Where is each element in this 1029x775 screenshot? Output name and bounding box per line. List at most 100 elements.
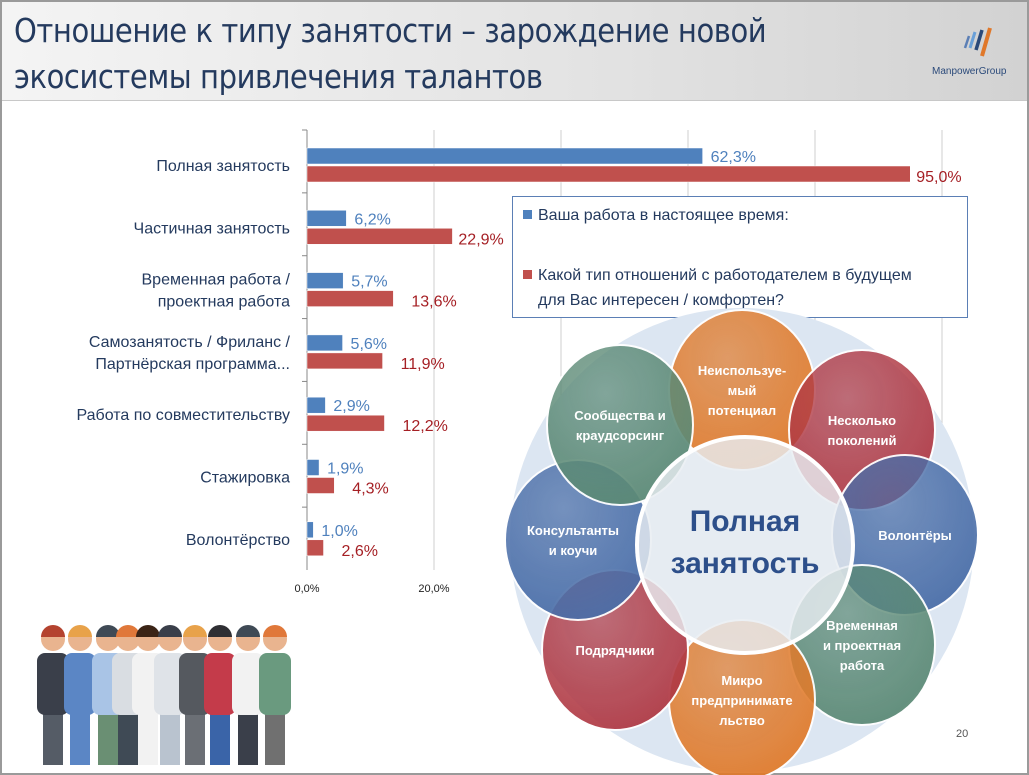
person-legs bbox=[138, 710, 158, 765]
manpowergroup-logo: ManpowerGroup bbox=[932, 24, 1024, 84]
bar-current bbox=[306, 272, 344, 289]
petal-label: льство bbox=[719, 713, 765, 728]
person-torso bbox=[64, 653, 96, 715]
person-hair bbox=[263, 625, 287, 637]
bar-future bbox=[306, 228, 453, 245]
bar-future bbox=[306, 414, 385, 432]
petal-label: работа bbox=[840, 658, 885, 673]
person-torso bbox=[204, 653, 236, 715]
person-legs bbox=[185, 710, 205, 765]
category-label: Частичная занятость bbox=[134, 220, 290, 237]
slide-header: Отношение к типу занятости – зарождение … bbox=[2, 2, 1027, 101]
person-hair bbox=[136, 625, 160, 637]
category-label: Партнёрская программа... bbox=[95, 356, 290, 373]
bar-future bbox=[306, 477, 335, 494]
petal-circle bbox=[546, 344, 694, 506]
data-label: 1,9% bbox=[327, 461, 363, 478]
petal-label: Сообщества и bbox=[574, 408, 666, 423]
category-label: Временная работа / bbox=[142, 272, 291, 289]
data-label: 5,6% bbox=[351, 336, 387, 353]
x-tick-label: 0,0% bbox=[294, 583, 319, 595]
bar-future bbox=[306, 352, 383, 370]
bar-current bbox=[306, 521, 314, 539]
person-legs bbox=[70, 710, 90, 765]
center-circle bbox=[635, 435, 855, 655]
petal-label: Консультанты bbox=[527, 523, 619, 538]
person-hair bbox=[96, 625, 120, 637]
person-torso bbox=[37, 653, 69, 715]
petal-label: потенциал bbox=[708, 403, 776, 418]
logo-mark-icon bbox=[963, 27, 992, 57]
legend-item-current: Ваша работа в настоящее время: bbox=[523, 203, 789, 228]
category-label: Полная занятость bbox=[156, 158, 290, 175]
legend-label: Какой тип отношений с работодателем в бу… bbox=[538, 267, 912, 284]
legend-label: для Вас интересен / комфортен? bbox=[538, 292, 784, 309]
person-hair bbox=[41, 625, 65, 637]
petal-label: предпринимате bbox=[691, 693, 792, 708]
person-hair bbox=[183, 625, 207, 637]
data-label: 2,6% bbox=[342, 543, 378, 560]
bar-current bbox=[306, 459, 320, 476]
category-label: Стажировка bbox=[200, 470, 290, 487]
data-label: 22,9% bbox=[458, 231, 503, 248]
data-label: 6,2% bbox=[354, 211, 390, 228]
bar-future bbox=[306, 290, 394, 307]
person-hair bbox=[236, 625, 260, 637]
data-label: 62,3% bbox=[711, 149, 756, 166]
petal-label: Временная bbox=[826, 618, 898, 633]
petal-label: и проектная bbox=[823, 638, 901, 653]
chart-legend: Ваша работа в настоящее время: Какой тип… bbox=[512, 196, 968, 318]
bar-current bbox=[306, 396, 326, 414]
bar-future bbox=[306, 165, 911, 183]
data-label: 2,9% bbox=[333, 398, 369, 415]
bar-current bbox=[306, 334, 343, 352]
person-legs bbox=[98, 710, 118, 765]
petal-label: Неиспользуе- bbox=[698, 363, 786, 378]
person-torso bbox=[232, 653, 264, 715]
person-torso bbox=[179, 653, 211, 715]
petal-label: Подрядчики bbox=[575, 643, 654, 658]
x-tick-label: 20,0% bbox=[418, 583, 449, 595]
petal-label: краудсорсинг bbox=[576, 428, 665, 443]
petal-label: Волонтёры bbox=[878, 528, 952, 543]
petal-label: Несколько bbox=[828, 413, 896, 428]
data-label: 1,0% bbox=[321, 523, 357, 540]
data-label: 11,9% bbox=[401, 356, 445, 373]
data-label: 95,0% bbox=[916, 169, 961, 186]
person-legs bbox=[238, 710, 258, 765]
title-line-2: экосистемы привлечения талантов bbox=[14, 57, 543, 96]
petal-label: поколений bbox=[828, 433, 897, 448]
data-label: 5,7% bbox=[351, 274, 387, 291]
category-label: Самозанятость / Фриланс / bbox=[89, 334, 291, 351]
person-torso bbox=[259, 653, 291, 715]
bar-current bbox=[306, 147, 703, 165]
legend-swatch-red bbox=[523, 270, 532, 279]
person-hair bbox=[116, 625, 140, 637]
title-line-1: Отношение к типу занятости – зарождение … bbox=[14, 11, 767, 50]
category-label: Волонтёрство bbox=[186, 532, 290, 549]
person-hair bbox=[158, 625, 182, 637]
category-label: проектная работа bbox=[158, 294, 290, 311]
bar-current bbox=[306, 210, 347, 227]
person-hair bbox=[68, 625, 92, 637]
legend-item-future: Какой тип отношений с работодателем в бу… bbox=[523, 263, 912, 313]
person-legs bbox=[160, 710, 180, 765]
person-legs bbox=[118, 710, 138, 765]
category-label: Работа по совместительству bbox=[77, 407, 290, 424]
legend-label: Ваша работа в настоящее время: bbox=[538, 207, 789, 224]
person-legs bbox=[265, 710, 285, 765]
slide-title: Отношение к типу занятости – зарождение … bbox=[14, 8, 894, 100]
person-torso bbox=[154, 653, 186, 715]
legend-swatch-blue bbox=[523, 210, 532, 219]
person-legs bbox=[210, 710, 230, 765]
people-illustration bbox=[37, 625, 291, 765]
page-number: 20 bbox=[956, 728, 969, 740]
petal-label: Микро bbox=[721, 673, 762, 688]
logo-text: ManpowerGroup bbox=[932, 66, 1007, 77]
bar-future bbox=[306, 539, 324, 557]
data-label: 12,2% bbox=[402, 418, 447, 435]
petal-label: и коучи bbox=[549, 543, 597, 558]
petal-label: мый bbox=[728, 383, 757, 398]
